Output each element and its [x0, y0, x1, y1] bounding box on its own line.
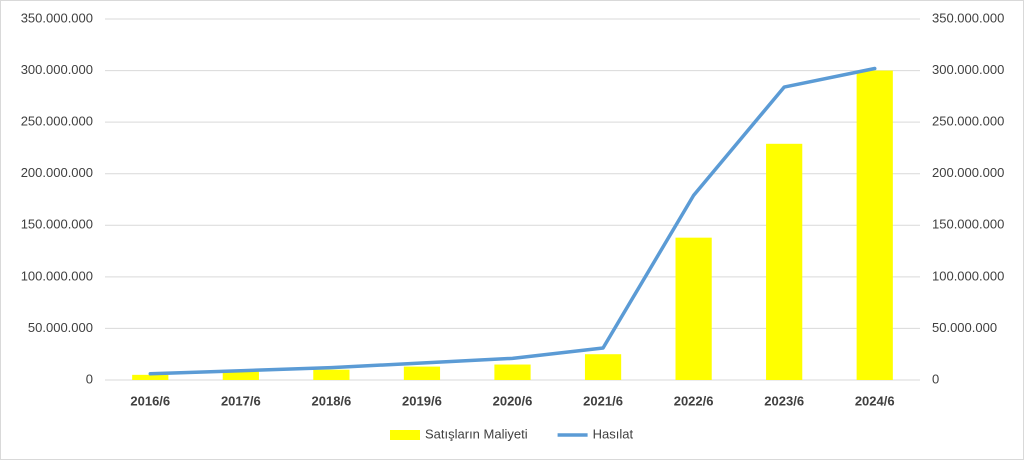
bar — [766, 143, 803, 380]
x-tick-label: 2021/6 — [583, 393, 623, 408]
x-tick-label: 2020/6 — [493, 393, 533, 408]
y-tick-label: 0 — [86, 371, 93, 386]
y-tick-label: 250.000.000 — [21, 114, 93, 129]
y2-tick-label: 200.000.000 — [932, 165, 1004, 180]
legend-label: Satışların Maliyeti — [425, 426, 528, 441]
y2-tick-label: 350.000.000 — [932, 10, 1004, 25]
x-tick-label: 2016/6 — [130, 393, 170, 408]
y2-tick-label: 250.000.000 — [932, 114, 1004, 129]
y2-tick-label: 50.000.000 — [932, 320, 997, 335]
bar — [856, 70, 893, 381]
y2-tick-label: 300.000.000 — [932, 62, 1004, 77]
y2-tick-label: 0 — [932, 371, 939, 386]
y-tick-label: 200.000.000 — [21, 165, 93, 180]
legend-swatch — [390, 430, 420, 440]
bar — [132, 374, 169, 380]
bar — [584, 354, 622, 380]
bar — [675, 237, 712, 380]
x-tick-label: 2022/6 — [674, 393, 714, 408]
y-tick-label: 100.000.000 — [21, 268, 93, 283]
y-tick-label: 150.000.000 — [21, 217, 93, 232]
bar — [313, 369, 350, 380]
bar — [403, 366, 441, 380]
x-tick-label: 2018/6 — [312, 393, 352, 408]
legend-label: Hasılat — [593, 426, 634, 441]
x-tick-label: 2017/6 — [221, 393, 261, 408]
y-tick-label: 50.000.000 — [28, 320, 93, 335]
line — [148, 66, 877, 376]
bar — [494, 364, 531, 380]
y-tick-label: 300.000.000 — [21, 62, 93, 77]
x-tick-label: 2023/6 — [764, 393, 804, 408]
x-tick-label: 2019/6 — [402, 393, 442, 408]
y2-tick-label: 100.000.000 — [932, 268, 1004, 283]
x-tick-label: 2024/6 — [855, 393, 895, 408]
bar — [222, 370, 259, 380]
y2-tick-label: 150.000.000 — [932, 217, 1004, 232]
y-tick-label: 350.000.000 — [21, 10, 93, 25]
